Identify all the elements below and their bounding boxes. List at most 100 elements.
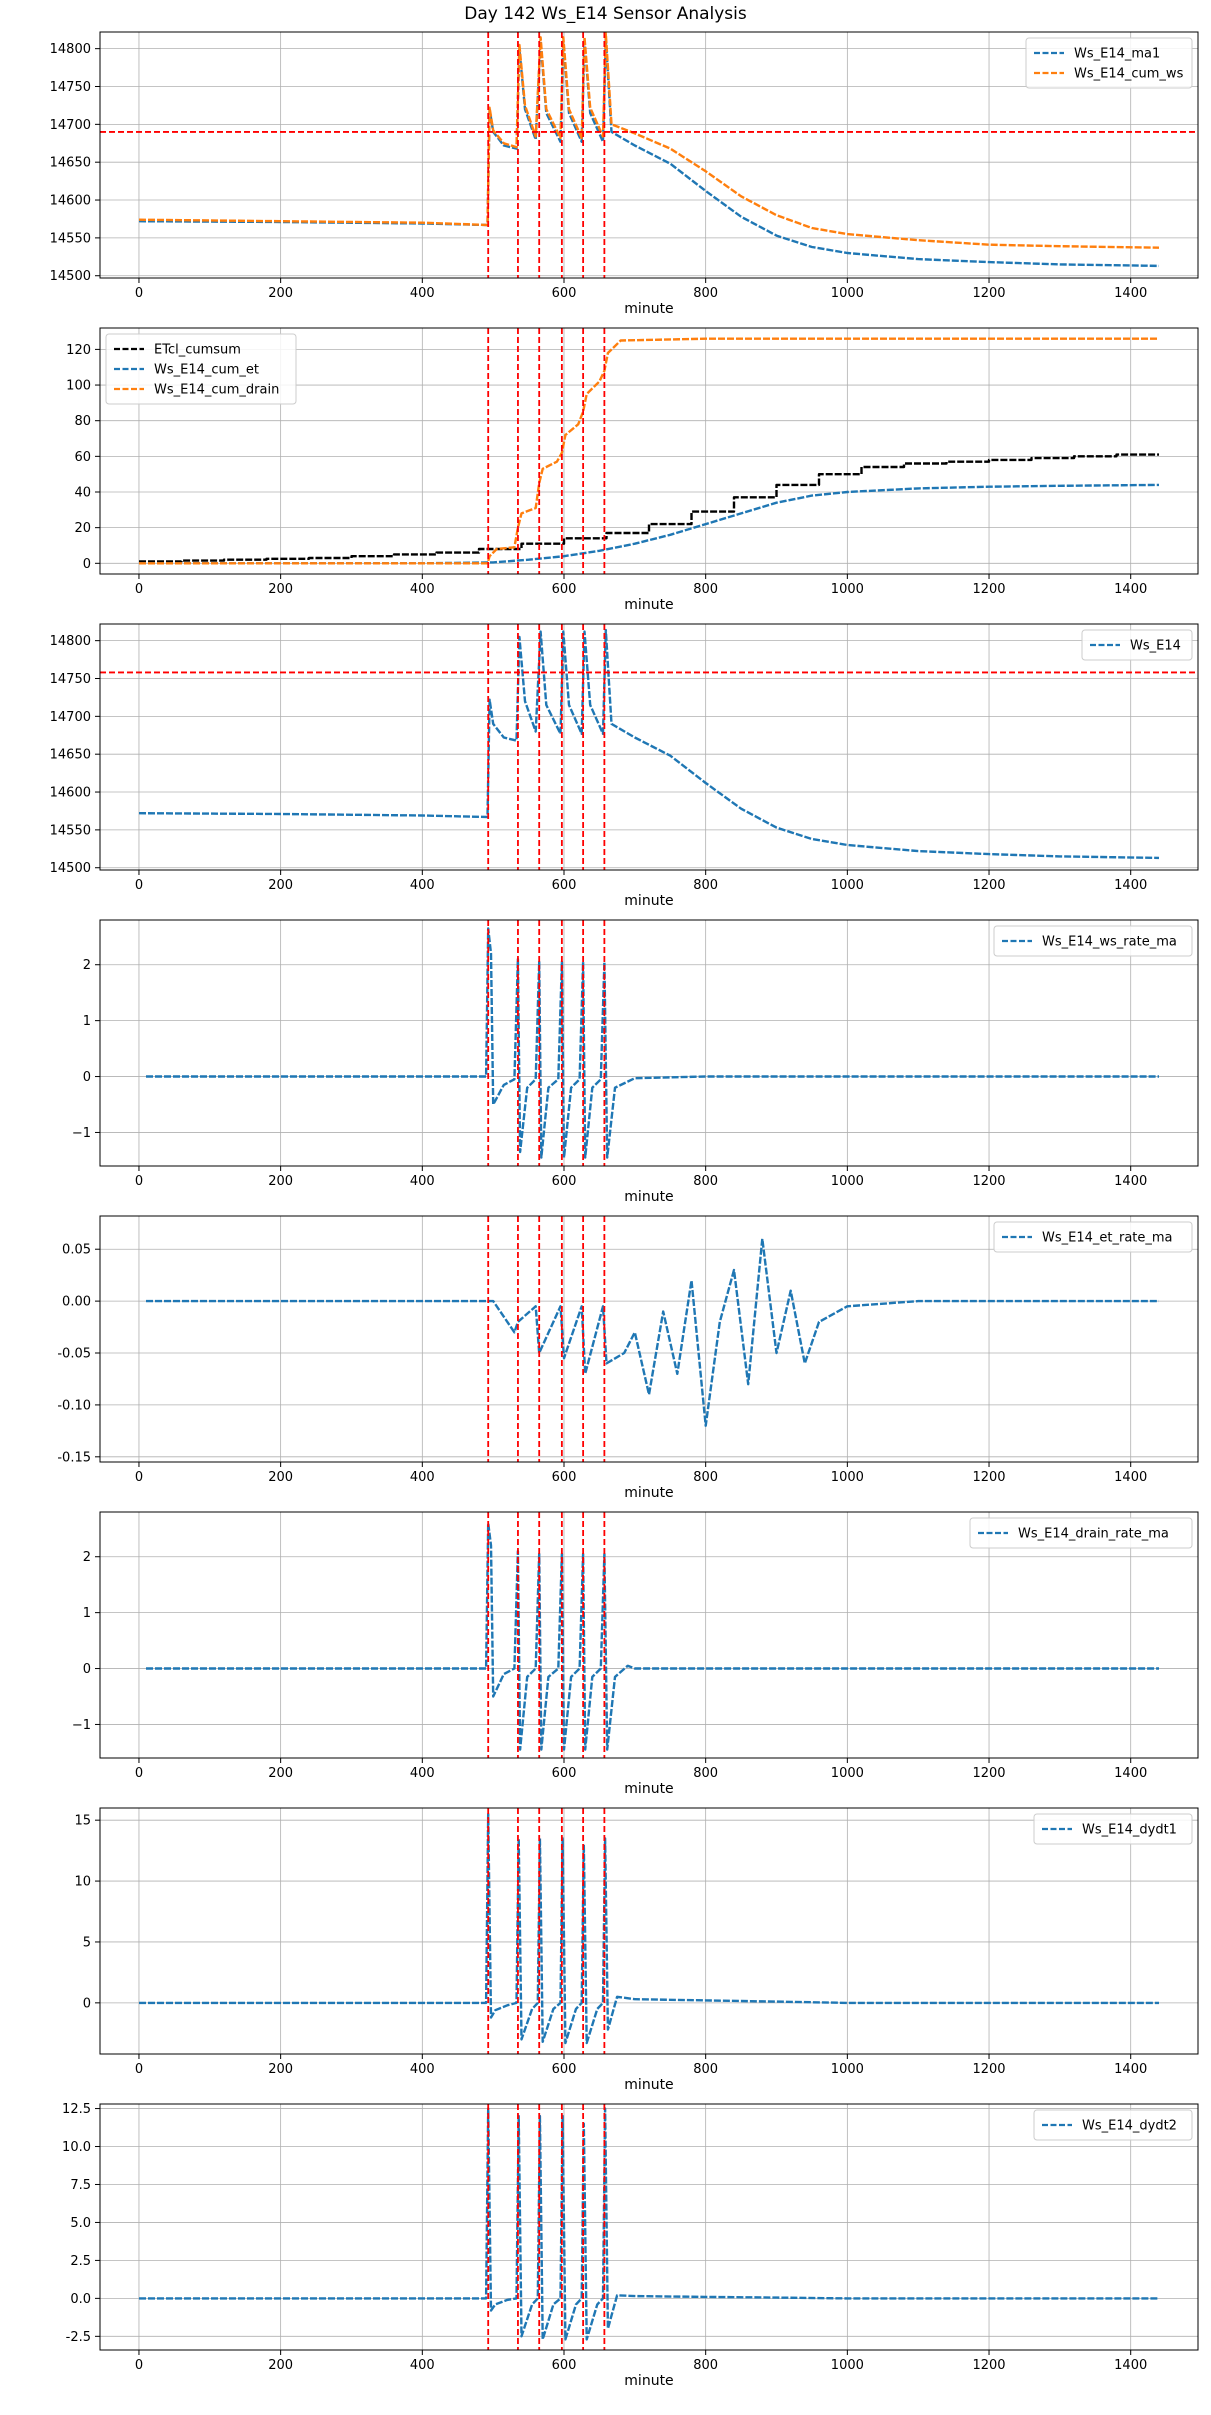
legend-entry: Ws_E14_drain_rate_ma [1018, 1527, 1169, 1542]
axes-frame [99, 2103, 1199, 2351]
x-tick-label: 1000 [831, 2062, 864, 2077]
y-tick-label: 0.00 [62, 1295, 91, 1310]
plot-area [146, 1216, 1159, 1462]
y-tick-label: 0 [83, 1996, 91, 2011]
y-tick-label: 14650 [50, 748, 91, 763]
legend-box [1033, 1813, 1193, 1845]
y-tick-label: -0.15 [57, 1450, 91, 1465]
x-tick-label: 1400 [1114, 582, 1147, 597]
x-tick-label: 1000 [831, 1470, 864, 1485]
y-tick-label: −1 [72, 1718, 91, 1733]
subplot-1: 0 200 400 600 800 1000 1200 1400 14500 14550 14600… [50, 31, 1199, 317]
y-tick-label: 14500 [50, 861, 91, 876]
x-tick-label: 0 [135, 1766, 143, 1781]
x-tick-label: 1200 [972, 1174, 1005, 1189]
x-tick-label: 400 [410, 286, 435, 301]
y-tick-label: -0.05 [57, 1347, 91, 1362]
legend-entry: Ws_E14_dydt1 [1082, 1823, 1177, 1838]
legend-entry: Ws_E14_ws_rate_ma [1042, 935, 1177, 950]
x-axis-label: minute [624, 1781, 673, 1797]
plot-area [100, 624, 1198, 870]
x-tick-label: 400 [410, 878, 435, 893]
subplot-4: 0 200 400 600 800 1000 1200 1400 −1 0 1 2 minute Ws_E… [72, 919, 1199, 1205]
series-line-ws-e14-dydt1 [139, 1812, 1159, 2045]
y-tick-label: 14500 [50, 269, 91, 284]
series-line-ws-e14-dydt2 [139, 2107, 1159, 2341]
x-tick-label: 1200 [972, 2062, 1005, 2077]
y-tick-label: 14650 [50, 156, 91, 171]
x-tick-label: 1000 [831, 582, 864, 597]
y-tick-label: 5.0 [70, 2216, 91, 2231]
plot-area [139, 328, 1160, 574]
legend-box [1081, 629, 1193, 661]
x-tick-label: 0 [135, 1174, 143, 1189]
x-axis-label: minute [624, 301, 673, 317]
legend: Ws_E14_ma1 Ws_E14_cum_ws [1025, 37, 1193, 89]
x-tick-label: 200 [268, 2358, 293, 2373]
x-tick-label: 200 [268, 2062, 293, 2077]
legend: ETcl_cumsum Ws_E14_cum_et Ws_E14_cum_drain [105, 333, 297, 405]
y-tick-label: -2.5 [66, 2330, 91, 2345]
x-tick-label: 1400 [1114, 1766, 1147, 1781]
y-tick-label: 60 [74, 450, 91, 465]
y-tick-label: 7.5 [70, 2178, 91, 2193]
legend-box [105, 333, 297, 405]
y-tick-label: 14750 [50, 80, 91, 95]
y-tick-label: 14750 [50, 672, 91, 687]
y-tick-label: 1 [83, 1606, 91, 1621]
legend-entry: Ws_E14 [1130, 639, 1181, 654]
x-axis-label: minute [624, 1189, 673, 1205]
x-tick-label: 800 [693, 286, 718, 301]
x-tick-label: 600 [552, 878, 577, 893]
legend-entry: Ws_E14_dydt2 [1082, 2119, 1177, 2134]
x-tick-label: 1400 [1114, 286, 1147, 301]
x-tick-label: 1200 [972, 1470, 1005, 1485]
axes-frame [99, 327, 1199, 575]
series-line-ws-e14-cum-ws [138, 32, 1160, 249]
subplot-8: 0 200 400 600 800 1000 1200 1400 -2.5 0.0 2.5 5.0 7.… [62, 2102, 1199, 2389]
y-tick-label: 0 [83, 1662, 91, 1677]
y-tick-label: 2 [83, 1550, 91, 1565]
legend: Ws_E14_et_rate_ma [993, 1221, 1193, 1253]
x-tick-label: 1200 [972, 582, 1005, 597]
y-tick-label: 10 [74, 1875, 91, 1890]
x-tick-label: 600 [552, 2062, 577, 2077]
y-tick-label: 14550 [50, 231, 91, 246]
figure-title: Day 142 Ws_E14 Sensor Analysis [464, 4, 747, 24]
y-tick-label: 1 [83, 1014, 91, 1029]
y-tick-label: 100 [66, 379, 91, 394]
legend: Ws_E14_ws_rate_ma [993, 925, 1193, 957]
x-tick-label: 1000 [831, 1766, 864, 1781]
x-axis-label: minute [624, 597, 673, 613]
x-tick-label: 800 [693, 582, 718, 597]
legend-entry: Ws_E14_cum_ws [1074, 67, 1184, 82]
x-tick-label: 200 [268, 1766, 293, 1781]
x-tick-label: 1400 [1114, 1174, 1147, 1189]
x-tick-label: 1000 [831, 286, 864, 301]
x-tick-label: 400 [410, 1174, 435, 1189]
subplot-6: 0 200 400 600 800 1000 1200 1400 −1 0 1 2 minute Ws_E… [72, 1511, 1199, 1797]
legend: Ws_E14 [1081, 629, 1193, 661]
y-tick-label: 0 [83, 557, 91, 572]
y-tick-label: 14800 [50, 42, 91, 57]
y-tick-label: 5 [83, 1935, 91, 1950]
x-tick-label: 1400 [1114, 1470, 1147, 1485]
subplot-2: 0 200 400 600 800 1000 1200 1400 0 20 40 60 80 100 120… [66, 327, 1199, 613]
legend-box [1033, 2109, 1193, 2141]
x-tick-label: 0 [135, 2358, 143, 2373]
x-tick-label: 200 [268, 286, 293, 301]
y-tick-label: 10.0 [62, 2140, 91, 2155]
series-line-ws-e14-ws-rate-ma [146, 927, 1159, 1159]
x-tick-label: 0 [135, 1470, 143, 1485]
x-tick-label: 1400 [1114, 2062, 1147, 2077]
x-tick-label: 600 [552, 1470, 577, 1485]
axes-frame [99, 31, 1199, 279]
series-line-ws-e14-et-rate-ma [146, 1237, 1159, 1427]
axes-frame [99, 623, 1199, 871]
legend-box [993, 1221, 1193, 1253]
legend-box [1025, 37, 1193, 89]
x-tick-label: 800 [693, 1766, 718, 1781]
x-tick-label: 0 [135, 878, 143, 893]
